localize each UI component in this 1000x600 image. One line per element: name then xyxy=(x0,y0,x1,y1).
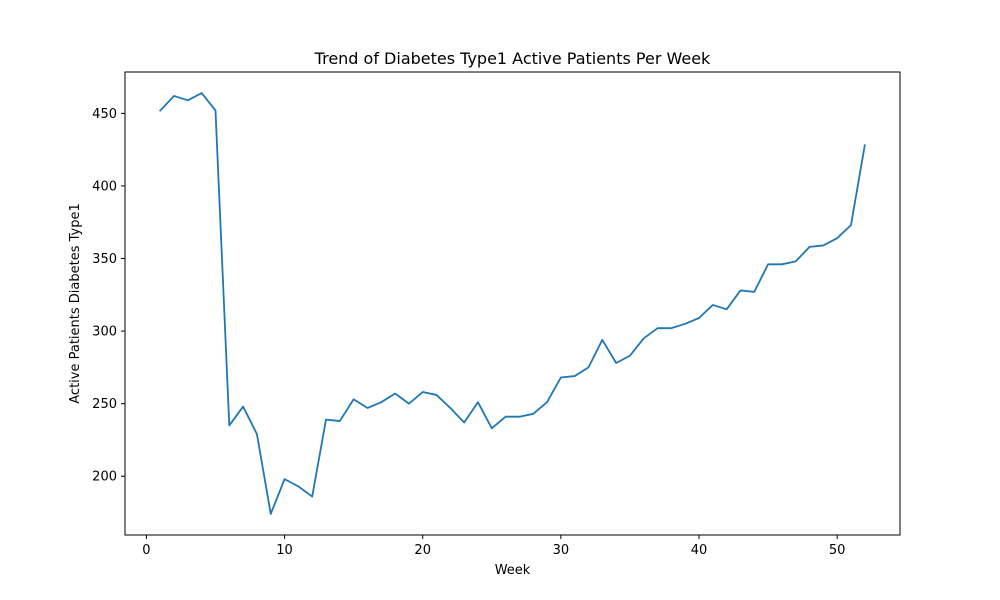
x-axis-label: Week xyxy=(495,563,531,578)
x-tick-label: 40 xyxy=(691,543,708,558)
x-tick-label: 10 xyxy=(276,543,293,558)
y-tick-label: 350 xyxy=(92,252,117,267)
x-tick-label: 20 xyxy=(414,543,431,558)
y-tick-label: 200 xyxy=(92,470,117,485)
y-tick-label: 250 xyxy=(92,397,117,412)
y-tick-label: 450 xyxy=(92,107,117,122)
series-line xyxy=(158,92,866,515)
plot-frame xyxy=(124,71,901,536)
x-tick-label: 30 xyxy=(553,543,570,558)
chart-title: Trend of Diabetes Type1 Active Patients … xyxy=(314,49,711,68)
y-axis-label: Active Patients Diabetes Type1 xyxy=(68,203,83,403)
y-tick-label: 300 xyxy=(92,325,117,340)
x-tick-label: 50 xyxy=(829,543,846,558)
x-tick-label: 0 xyxy=(142,543,150,558)
y-tick-label: 400 xyxy=(92,179,117,194)
